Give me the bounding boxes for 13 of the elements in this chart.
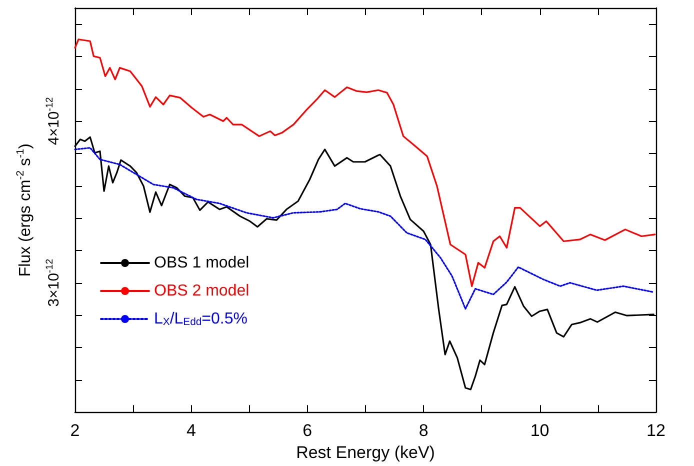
x-axis-title: Rest Energy (keV): [296, 443, 435, 462]
line-series: [74, 147, 654, 310]
legend-label: OBS 1 model: [154, 254, 250, 272]
x-tick-label: 6: [302, 421, 312, 440]
y-tick-label: 4×10-12: [44, 97, 62, 146]
x-tick-label: 2: [70, 421, 80, 440]
legend-label: OBS 2 model: [154, 282, 250, 300]
x-tick-label: 10: [530, 421, 550, 440]
x-tick-label: 4: [186, 421, 196, 440]
x-tick-label: 12: [646, 421, 666, 440]
x-tick-label: 8: [418, 421, 428, 440]
y-tick-label: 3×10-12: [44, 258, 62, 307]
y-axis-title: Flux (ergs cm-2 s-1): [16, 143, 34, 277]
